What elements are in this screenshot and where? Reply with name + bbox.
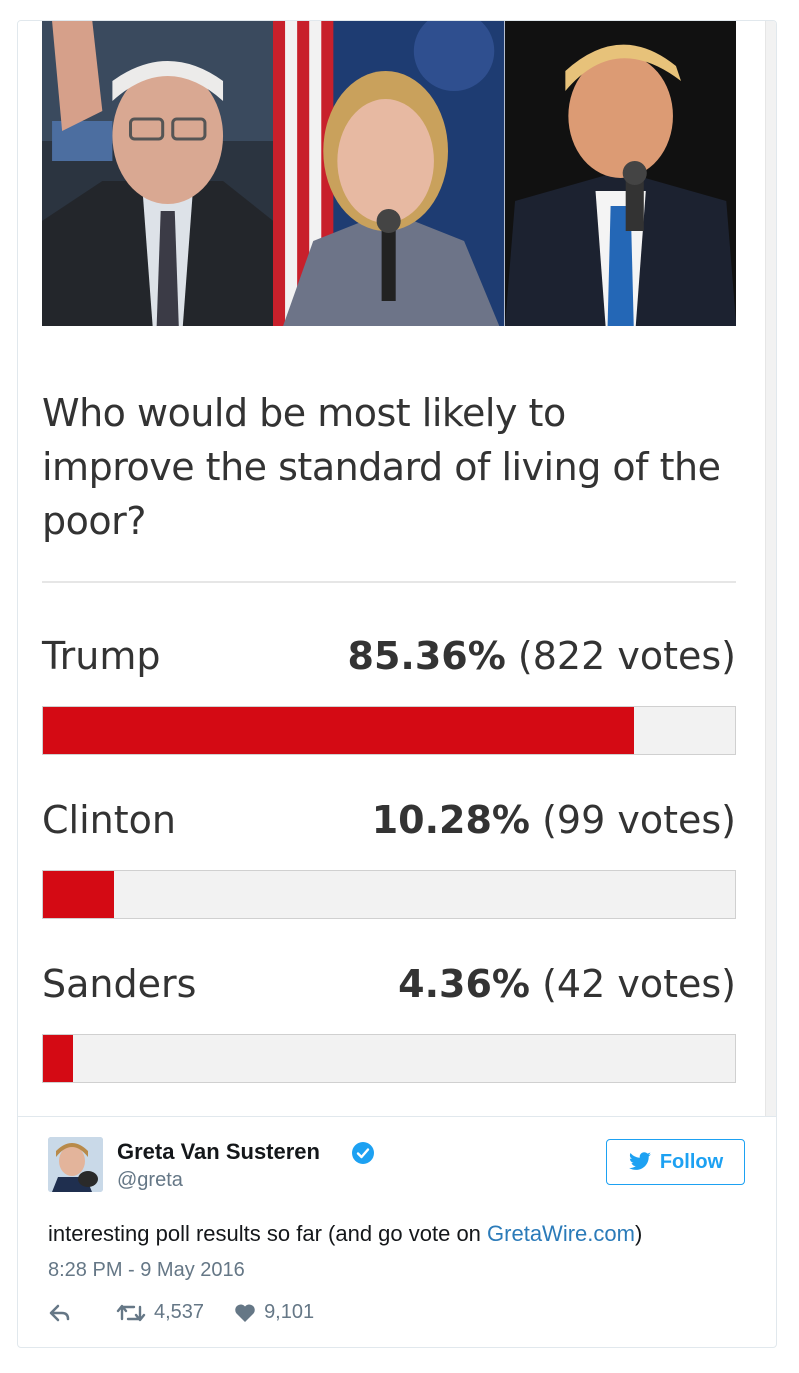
result-bar: [42, 1034, 736, 1083]
option-percent: 10.28%: [371, 798, 530, 842]
option-result: 10.28% (99 votes): [372, 798, 736, 842]
option-result: 4.36% (42 votes): [398, 962, 736, 1006]
option-percent: 85.36%: [347, 634, 506, 678]
display-name[interactable]: Greta Van Susteren: [117, 1139, 320, 1164]
option-votes: (42 votes): [542, 962, 736, 1006]
poll-image[interactable]: Who would be most likely to improve the …: [18, 21, 776, 1117]
option-name: Sanders: [42, 962, 197, 1006]
tweet-text-main: interesting poll results so far (and go …: [48, 1221, 488, 1246]
poll-divider: [42, 581, 736, 583]
retweet-count: 4,537: [154, 1301, 205, 1323]
verified-badge-icon: [352, 1142, 374, 1164]
candidate-photo-right: [504, 21, 736, 326]
tweet-timestamp[interactable]: 8:28 PM - 9 May 2016: [48, 1259, 245, 1281]
poll-option-sanders: Sanders 4.36% (42 votes): [42, 962, 736, 1083]
result-bar-fill: [43, 1035, 74, 1082]
reply-icon: [49, 1304, 70, 1321]
poll-option-trump: Trump 85.36% (822 votes): [42, 634, 736, 755]
heart-icon: [235, 1303, 255, 1322]
tweet-footer: Greta Van Susteren @greta Follow interes…: [18, 1117, 776, 1347]
follow-button[interactable]: Follow: [606, 1139, 745, 1185]
option-votes: (822 votes): [517, 634, 736, 678]
candidate-photo-left: [42, 21, 274, 326]
result-bar-fill: [43, 707, 634, 754]
tweet-link[interactable]: GretaWire.com: [487, 1221, 635, 1246]
poll-question: Who would be most likely to improve the …: [42, 391, 721, 543]
avatar[interactable]: [48, 1137, 103, 1192]
reply-button[interactable]: [48, 1303, 72, 1323]
retweet-icon: [116, 1304, 146, 1321]
option-votes: (99 votes): [542, 798, 736, 842]
option-percent: 4.36%: [398, 962, 530, 1006]
tweet-text-end: ): [634, 1221, 643, 1246]
tweet-text: interesting poll results so far (and go …: [48, 1221, 642, 1247]
user-handle[interactable]: @greta: [117, 1169, 183, 1191]
option-name: Trump: [42, 634, 161, 678]
option-name: Clinton: [42, 798, 176, 842]
result-bar: [42, 870, 736, 919]
like-count: 9,101: [264, 1301, 315, 1323]
tweet-actions: 4,537 9,101: [48, 1301, 344, 1324]
result-bar: [42, 706, 736, 755]
retweet-button[interactable]: 4,537: [116, 1301, 204, 1324]
follow-label: Follow: [659, 1150, 724, 1173]
candidate-photos: [42, 21, 736, 326]
image-scroll-edge: [765, 21, 776, 1116]
candidate-photo-center: [273, 21, 505, 326]
twitter-bird-icon: [628, 1152, 651, 1170]
poll-option-clinton: Clinton 10.28% (99 votes): [42, 798, 736, 919]
like-button[interactable]: 9,101: [234, 1301, 314, 1324]
option-result: 85.36% (822 votes): [348, 634, 736, 678]
tweet-card: Who would be most likely to improve the …: [17, 20, 777, 1348]
result-bar-fill: [43, 871, 115, 918]
